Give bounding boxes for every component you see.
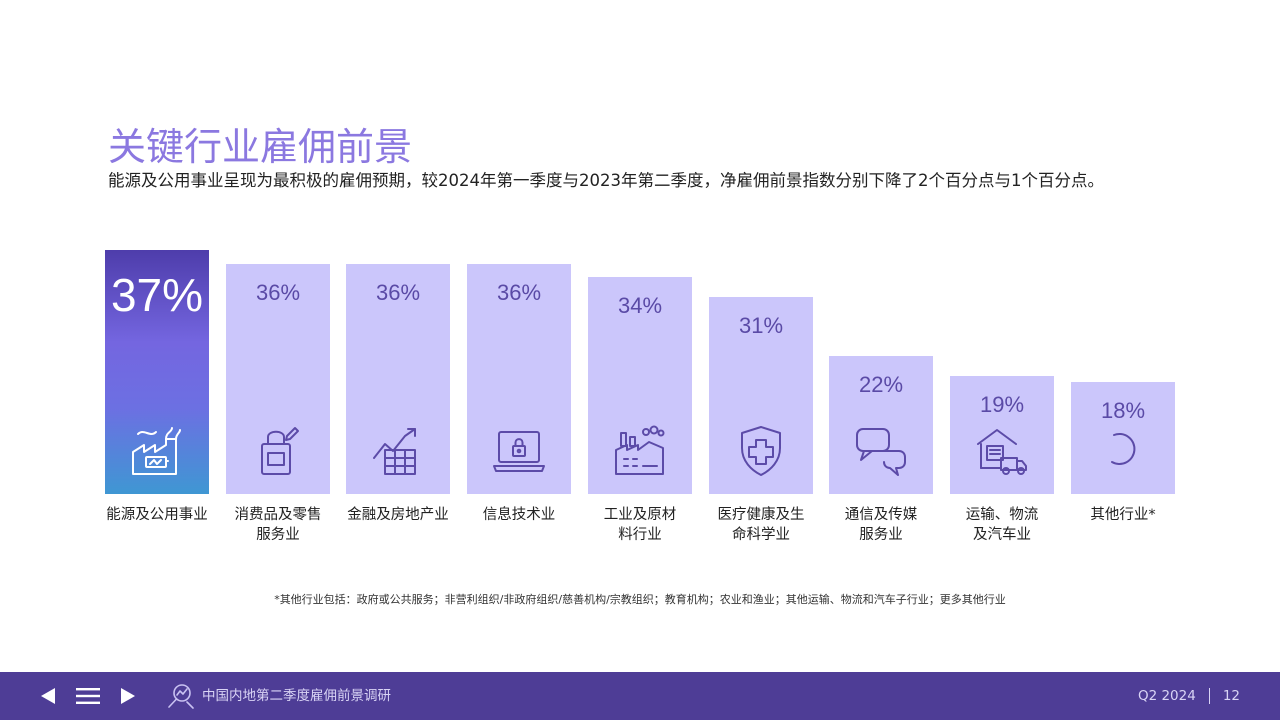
laptop-lock-icon [492, 424, 546, 478]
category-label: 工业及原材 料行业 [578, 505, 702, 545]
bar-value-label: 31% [738, 313, 784, 338]
bar-7: 22% [829, 356, 933, 494]
category-label: 能源及公用事业 [106, 507, 208, 523]
bar-9: 18% [1071, 382, 1175, 494]
bar-value-label: 22% [858, 372, 904, 397]
category-label: 消费品及零售 服务业 [216, 505, 340, 545]
page-number: 12 [1222, 688, 1240, 704]
triangle-left-icon [41, 688, 55, 704]
category-label-line: 料行业 [618, 527, 662, 543]
medical-shield-icon [734, 424, 788, 478]
category-label-line: 消费品及零售 [234, 507, 322, 523]
loading-circle-icon [1096, 424, 1150, 478]
finance-growth-icon [371, 424, 425, 478]
category-label-line: 通信及传媒 [844, 507, 918, 523]
bar-value-label: 34% [617, 293, 663, 318]
footer-page-info: Q2 2024 12 [1138, 686, 1240, 706]
prev-slide-button[interactable] [36, 684, 60, 708]
bar-value-label: 19% [979, 392, 1025, 417]
footer-divider [1208, 688, 1210, 704]
next-slide-button[interactable] [116, 684, 140, 708]
bar-2: 36% [226, 264, 330, 494]
category-label: 医疗健康及生 命科学业 [699, 505, 823, 545]
industrial-factory-icon [613, 424, 667, 478]
footer-quarter: Q2 2024 [1137, 688, 1196, 704]
bar-value-label: 36% [375, 280, 421, 305]
bar-8: 19% [950, 376, 1054, 494]
bar-value-label: 18% [1100, 398, 1146, 423]
bar-1: 37% [105, 250, 209, 494]
menu-button[interactable] [74, 684, 102, 708]
category-label: 金融及房地产业 [347, 507, 449, 523]
category-label-line: 服务业 [859, 527, 903, 543]
bar-value-label: 37% [110, 269, 204, 321]
category-label: 信息技术业 [482, 507, 556, 523]
category-label-line: 医疗健康及生 [717, 507, 805, 523]
shopping-bag-icon [251, 424, 305, 478]
footnote: *其他行业包括：政府或公共服务；非营利组织/非政府组织/慈善机构/宗教组织；教育… [274, 593, 1006, 606]
category-label-line: 运输、物流 [965, 507, 1039, 523]
page-subtitle: 能源及公用事业呈现为最积极的雇佣预期，较2024年第一季度与2023年第二季度，… [108, 171, 1104, 190]
chat-bubbles-icon [854, 424, 908, 478]
factory-battery-icon [130, 424, 184, 478]
footer-report-title: 中国内地第二季度雇佣前景调研 [202, 688, 391, 704]
page-title: 关键行业雇佣前景 [108, 125, 413, 170]
footer-bar: 中国内地第二季度雇佣前景调研 Q2 2024 12 [0, 672, 1280, 720]
category-label-line: 工业及原材 [603, 507, 677, 523]
bar-value-label: 36% [255, 280, 301, 305]
bar-4: 36% [467, 264, 571, 494]
category-label-line: 服务业 [256, 527, 300, 543]
hamburger-menu-icon [76, 688, 100, 704]
category-label: 运输、物流 及汽车业 [940, 505, 1064, 545]
category-label: 通信及传媒 服务业 [819, 505, 943, 545]
bar-value-label: 36% [496, 280, 542, 305]
triangle-right-icon [121, 688, 135, 704]
bar-5: 34% [588, 277, 692, 494]
category-label: 其他行业* [1090, 507, 1156, 523]
bar-3: 36% [346, 264, 450, 494]
category-label-line: 命科学业 [732, 527, 790, 543]
category-label-line: 及汽车业 [973, 527, 1031, 543]
search-chart-logo-icon [166, 681, 196, 711]
warehouse-truck-icon [975, 424, 1029, 478]
bar-6: 31% [709, 297, 813, 494]
